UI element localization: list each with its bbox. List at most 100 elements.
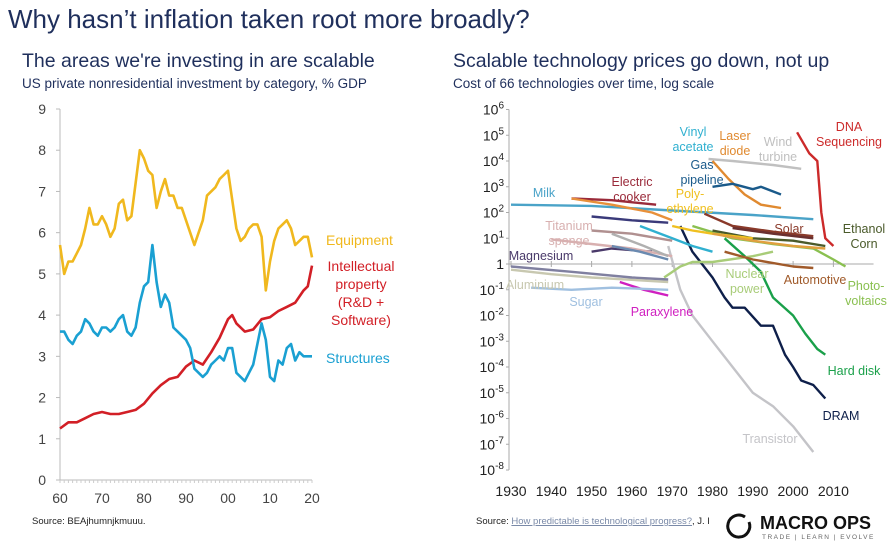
series-line-dna-sequencing: [796, 131, 835, 247]
series-label-gas-pipeline: pipeline: [680, 173, 723, 187]
series-label-sugar: Sugar: [569, 295, 602, 309]
source-suffix: , J. I: [692, 516, 710, 527]
y-tick-label: 7: [38, 183, 46, 199]
series-line-series: [510, 265, 669, 281]
x-tick-label: 2000: [778, 483, 809, 499]
y-tick-label: 6: [38, 225, 46, 241]
x-tick-label: 1930: [495, 483, 526, 499]
series-label-vinyl-acetate: acetate: [672, 140, 713, 154]
series-label-titanium-sponge: Titanium: [545, 219, 592, 233]
series-line-solar: [703, 212, 814, 238]
y-tick-label: 1: [496, 256, 504, 272]
y-tick-label: 10-7: [480, 435, 505, 452]
series-line-series: [712, 232, 826, 250]
series-label-dna-sequencing: Sequencing: [816, 135, 882, 149]
x-tick-label: 2010: [818, 483, 849, 499]
logo-tagline: TRADE | LEARN | EVOLVE: [762, 534, 875, 541]
y-tick-label: 10-6: [480, 410, 505, 427]
x-tick-label: 20: [304, 490, 320, 506]
series-label-magnesium: Magnesium: [509, 249, 574, 263]
series-label-wind-turbine: Wind: [764, 135, 793, 149]
x-tick-label: 1990: [737, 483, 768, 499]
series-label-nuclear-power: power: [730, 282, 764, 296]
right-chart-subtitle: Cost of 66 technologies over time, log s…: [453, 76, 715, 91]
y-tick-label: 105: [483, 126, 505, 143]
series-line-series: [591, 215, 669, 224]
y-tick-label: 0: [38, 472, 46, 488]
series-label-dna-sequencing: DNA: [836, 120, 863, 134]
source-link[interactable]: How predictable is technological progres…: [511, 516, 692, 527]
series-line-nuclear-power: [663, 250, 774, 279]
series-label-polyethylene: Poly-: [676, 187, 704, 201]
x-tick-label: 70: [94, 490, 110, 506]
series-line-gas-pipeline: [712, 182, 782, 196]
series-label-intellectual-property-r-d-software: Intellectual: [328, 258, 395, 274]
y-tick-label: 1: [38, 431, 46, 447]
y-tick-label: 10-5: [480, 384, 505, 401]
y-tick-label: 103: [483, 178, 505, 195]
y-tick-label: 10-4: [480, 358, 505, 375]
x-tick-label: 60: [52, 490, 68, 506]
source-prefix: Source:: [476, 516, 512, 527]
x-tick-label: 10: [262, 490, 278, 506]
series-line-milk: [510, 203, 814, 221]
series-label-photovoltaics: Photo-: [848, 279, 885, 293]
series-line-vinyl-acetate: [639, 224, 713, 253]
series-label-laser-diode: diode: [720, 144, 751, 158]
series-line-structures: [60, 243, 312, 383]
series-line-transistor: [667, 245, 815, 453]
y-tick-label: 106: [483, 101, 505, 118]
series-line-series: [732, 226, 814, 240]
y-tick-label: 8: [38, 142, 46, 158]
y-tick-label: 2: [38, 390, 46, 406]
left-chart-subtitle: US private nonresidential investment by …: [22, 76, 367, 91]
series-label-paraxylene: Paraxylene: [631, 305, 694, 319]
series-label-wind-turbine: turbine: [759, 150, 797, 164]
series-label-ethanol-corn: Ethanol: [843, 222, 885, 236]
series-label-equipment: Equipment: [326, 232, 393, 248]
left-chart-title: The areas we're investing in are scalabl…: [22, 50, 375, 72]
series-label-photovoltaics: voltaics: [845, 294, 887, 308]
y-tick-label: 4: [38, 307, 46, 323]
series-line-aluminium: [510, 268, 669, 284]
x-tick-label: 00: [220, 490, 236, 506]
series-line-series: [611, 244, 669, 261]
series-label-gas-pipeline: Gas: [691, 158, 714, 172]
y-tick-label: 5: [38, 266, 46, 282]
series-line-laser-diode: [711, 160, 782, 210]
series-line-dram: [679, 225, 827, 400]
series-line-series: [571, 197, 673, 222]
x-tick-label: 1970: [657, 483, 688, 499]
series-label-intellectual-property-r-d-software: (R&D +: [338, 294, 384, 310]
x-tick-label: 1980: [697, 483, 728, 499]
series-line-automotive: [724, 250, 814, 270]
series-label-vinyl-acetate: Vinyl: [680, 125, 707, 139]
right-source: Source: How predictable is technological…: [476, 516, 710, 527]
series-label-polyethylene: ethylene: [666, 202, 713, 216]
series-line-series: [611, 232, 669, 258]
right-chart: 106 105 104 103 102 101 1 10-1 10-2 10-3 10-4 10-5 1…: [480, 101, 887, 500]
series-label-solar: Solar: [774, 222, 803, 236]
series-label-intellectual-property-r-d-software: property: [335, 276, 386, 292]
series-line-intellectual-property-r-d-software: [59, 265, 314, 430]
series-label-aluminium: Aluminium: [506, 278, 564, 292]
series-line-equipment: [58, 148, 314, 292]
right-chart-title: Scalable technology prices go down, not …: [453, 50, 830, 72]
series-label-structures: Structures: [326, 350, 390, 366]
left-source: Source: BEAjhumnjkmuuu.: [32, 516, 146, 527]
series-label-electric-cooker: cooker: [613, 190, 651, 204]
macro-ops-logo: MACRO OPS TRADE | LEARN | EVOLVE: [724, 512, 893, 542]
series-label-electric-cooker: Electric: [612, 175, 653, 189]
logo-name: MACRO OPS: [760, 513, 872, 533]
page-title: Why hasn’t inflation taken root more bro…: [8, 4, 530, 34]
series-label-ethanol-corn: Corn: [850, 237, 877, 251]
series-line-electric-cooker: [571, 197, 657, 206]
y-tick-label: 10-3: [480, 332, 505, 349]
x-tick-label: 80: [136, 490, 152, 506]
x-tick-label: 1940: [536, 483, 567, 499]
series-line-series: [591, 229, 673, 242]
series-label-hard-disk: Hard disk: [828, 364, 882, 378]
y-tick-label: 9: [38, 101, 46, 117]
logo-ring-icon: [726, 513, 752, 539]
